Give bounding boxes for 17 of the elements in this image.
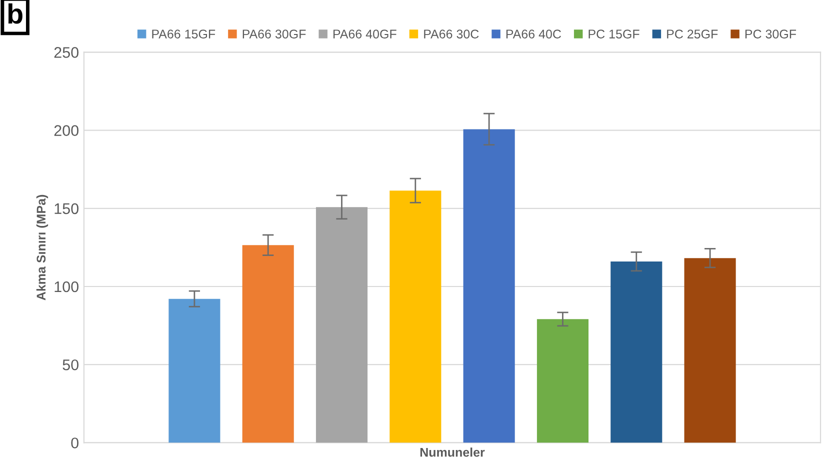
y-tick-label: 100 bbox=[54, 281, 78, 292]
legend-label: PA66 30GF bbox=[242, 30, 306, 38]
y-tick-label: 250 bbox=[54, 47, 78, 58]
legend-label: PA66 15GF bbox=[152, 30, 216, 38]
y-axis-title: Akma Sınırı (MPa) bbox=[36, 194, 48, 300]
y-tick-label: 0 bbox=[71, 438, 78, 448]
legend-label: PC 15GF bbox=[588, 30, 640, 38]
y-tick-label: 150 bbox=[54, 203, 78, 214]
legend-label: PA66 40GF bbox=[333, 30, 396, 38]
legend-label: PA66 40C bbox=[506, 30, 561, 38]
y-tick-label: 50 bbox=[62, 359, 78, 370]
legend-label: PC 25GF bbox=[667, 30, 718, 38]
text: b bbox=[8, 3, 22, 24]
y-tick-label: 200 bbox=[54, 125, 78, 136]
legend-label: PA66 30C bbox=[424, 30, 479, 38]
x-axis-title: Numuneler bbox=[420, 448, 485, 457]
legend-label: PC 30GF bbox=[745, 30, 796, 38]
